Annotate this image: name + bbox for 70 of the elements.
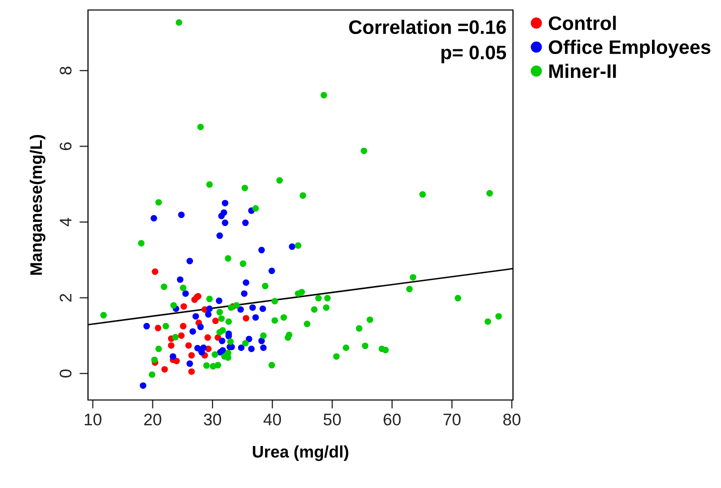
point bbox=[242, 279, 250, 286]
point bbox=[180, 322, 186, 330]
point bbox=[186, 258, 194, 264]
point bbox=[150, 214, 158, 222]
point bbox=[180, 303, 188, 310]
point bbox=[186, 360, 194, 367]
point bbox=[189, 328, 196, 335]
x-tick-label: 60 bbox=[384, 414, 401, 426]
point bbox=[237, 306, 244, 313]
point bbox=[161, 366, 168, 373]
legend-label: Control bbox=[548, 16, 616, 30]
annotation: p= 0.05 bbox=[441, 46, 506, 64]
point bbox=[238, 344, 244, 352]
point bbox=[197, 324, 204, 330]
point bbox=[222, 220, 228, 226]
point bbox=[242, 220, 249, 226]
y-tick-label: 6 bbox=[60, 142, 72, 150]
legend-label: Office Employees bbox=[548, 40, 710, 58]
y-tick-label: 8 bbox=[60, 66, 72, 74]
point bbox=[212, 318, 219, 324]
point bbox=[192, 313, 200, 320]
point bbox=[178, 212, 185, 218]
point bbox=[222, 200, 228, 206]
x-tick-label: 10 bbox=[84, 414, 102, 426]
legend-label: Miner-II bbox=[549, 64, 616, 78]
point bbox=[143, 322, 150, 330]
x-tick-label: 80 bbox=[503, 414, 520, 426]
point bbox=[178, 332, 185, 339]
point bbox=[288, 243, 296, 250]
x-tick-label: 50 bbox=[324, 414, 341, 426]
point bbox=[216, 232, 223, 239]
point bbox=[220, 209, 228, 216]
point bbox=[194, 344, 201, 352]
point bbox=[216, 298, 222, 304]
point bbox=[198, 349, 205, 356]
point bbox=[258, 338, 265, 344]
point bbox=[249, 304, 256, 311]
x-tick-label: 70 bbox=[444, 414, 461, 426]
point bbox=[268, 268, 276, 274]
point bbox=[204, 334, 211, 341]
point bbox=[154, 324, 162, 332]
point bbox=[206, 305, 213, 312]
point bbox=[252, 314, 259, 321]
point bbox=[182, 290, 189, 297]
point bbox=[168, 342, 174, 349]
x-tick-label: 40 bbox=[263, 414, 281, 426]
y-tick-label: 4 bbox=[60, 218, 72, 226]
annotation: Correlation =0.16 bbox=[349, 20, 506, 34]
point bbox=[242, 314, 250, 322]
point bbox=[140, 382, 146, 389]
y-tick-label: 0 bbox=[60, 370, 72, 378]
point bbox=[185, 342, 192, 349]
point bbox=[248, 346, 255, 352]
point bbox=[260, 344, 267, 352]
x-axis-title: Urea (mg/dl) bbox=[252, 445, 348, 462]
point bbox=[218, 338, 226, 344]
point bbox=[173, 358, 180, 364]
y-axis-title: Manganese(mg/L) bbox=[30, 134, 46, 275]
point bbox=[258, 246, 265, 254]
point bbox=[170, 353, 176, 360]
point bbox=[176, 276, 184, 283]
point bbox=[240, 290, 248, 297]
x-tick-label: 20 bbox=[144, 414, 162, 426]
point bbox=[188, 352, 195, 359]
y-tick-label: 2 bbox=[60, 294, 72, 302]
x-tick-label: 30 bbox=[204, 414, 222, 426]
point bbox=[205, 311, 212, 318]
point bbox=[188, 368, 195, 375]
point bbox=[152, 268, 158, 275]
point bbox=[260, 305, 266, 312]
